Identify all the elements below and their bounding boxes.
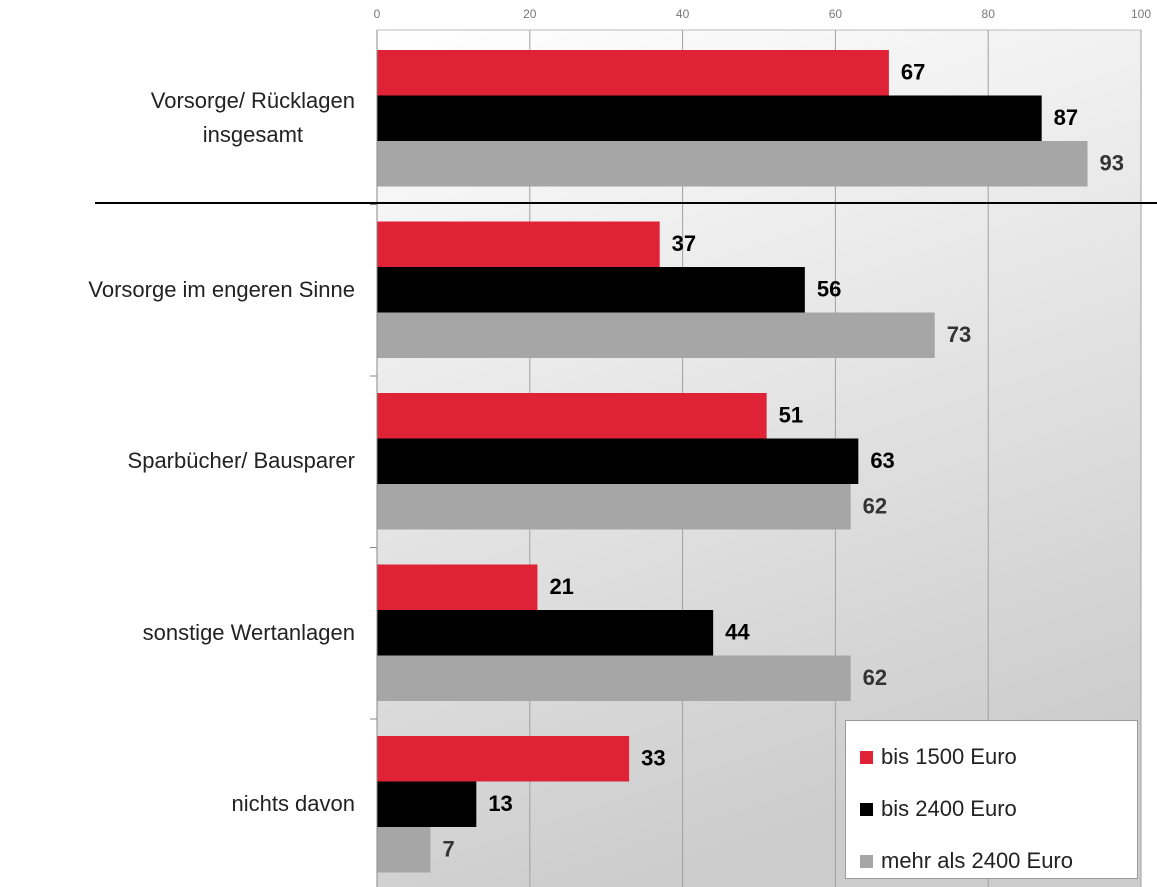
value-label: 67 [901, 60, 925, 85]
value-label: 62 [863, 494, 887, 519]
bar [377, 827, 431, 873]
x-tick-label: 80 [982, 7, 996, 21]
value-label: 87 [1054, 105, 1078, 130]
category-label: Vorsorge im engeren Sinne [0, 230, 355, 350]
bar [377, 438, 859, 484]
legend-swatch [860, 750, 873, 764]
bar [377, 267, 805, 313]
x-tick-label: 40 [676, 7, 690, 21]
legend-entry: bis 2400 Euro [846, 783, 1137, 835]
value-label: 93 [1100, 151, 1124, 176]
legend-entry: bis 1500 Euro [846, 731, 1137, 783]
bar [377, 610, 714, 656]
value-label: 7 [442, 837, 454, 862]
bar [377, 50, 889, 96]
value-label: 56 [817, 277, 841, 302]
bar [377, 655, 851, 701]
category-text: Vorsorge im engeren Sinne [88, 276, 355, 302]
bar [377, 564, 538, 610]
bar [377, 393, 767, 439]
legend-label: mehr als 2400 Euro [881, 848, 1073, 873]
value-label: 13 [488, 791, 512, 816]
category-text: Vorsorge/ Rücklagen insgesamt [150, 88, 355, 147]
legend: bis 1500 Euro bis 2400 Euro mehr als 2400 … [845, 720, 1138, 879]
bar [377, 736, 630, 782]
bar [377, 312, 935, 358]
x-tick-label: 0 [374, 7, 381, 21]
value-label: 21 [549, 574, 573, 599]
value-label: 51 [779, 403, 803, 428]
legend-swatch [860, 802, 873, 816]
category-label: Vorsorge/ Rücklagen insgesamt [0, 58, 355, 178]
bar [377, 221, 660, 267]
value-label: 37 [672, 231, 696, 256]
legend-label: bis 1500 Euro [881, 744, 1017, 769]
x-tick-label: 20 [523, 7, 537, 21]
bar [377, 484, 851, 530]
category-label: Sparbücher/ Bausparer [0, 401, 355, 521]
value-label: 63 [870, 448, 894, 473]
value-label: 73 [947, 322, 971, 347]
x-tick-label: 60 [829, 7, 843, 21]
legend-entry: mehr als 2400 Euro [846, 835, 1137, 887]
category-text: sonstige Wertanlagen [142, 619, 355, 645]
category-text: Sparbücher/ Bausparer [127, 448, 355, 473]
category-text: nichts davon [231, 791, 355, 816]
value-label: 44 [725, 620, 750, 645]
x-tick-label: 100 [1131, 7, 1151, 21]
category-label: sonstige Wertanlagen [0, 573, 355, 693]
bar [377, 141, 1088, 187]
value-label: 62 [863, 665, 887, 690]
bar [377, 781, 477, 827]
category-label: nichts davon [0, 744, 355, 864]
value-label: 33 [641, 746, 665, 771]
legend-swatch [860, 854, 873, 868]
bar [377, 95, 1042, 141]
legend-label: bis 2400 Euro [881, 796, 1017, 821]
